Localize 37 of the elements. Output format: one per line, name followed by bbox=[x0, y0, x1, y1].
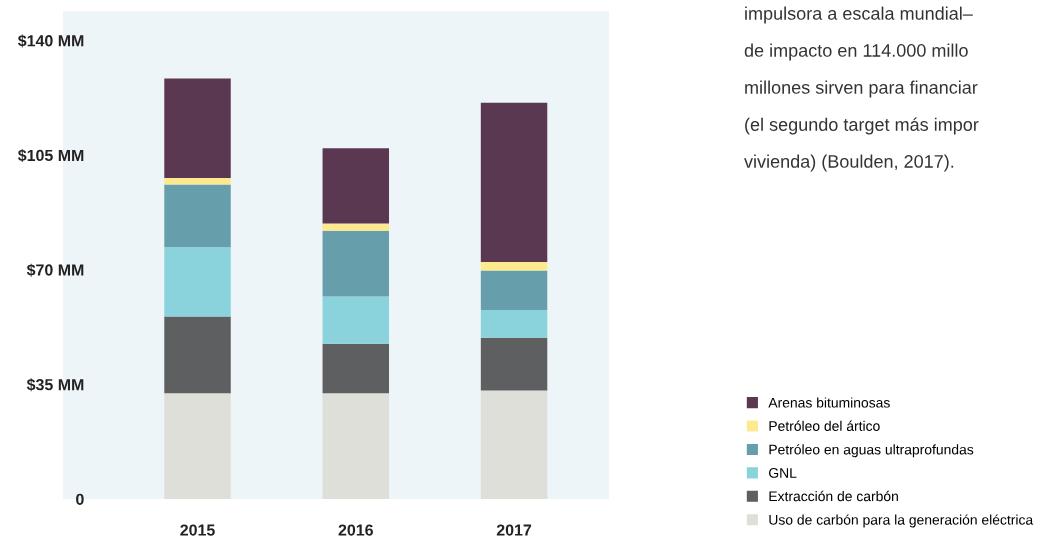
legend-label: Petróleo del ártico bbox=[769, 420, 880, 431]
bar bbox=[322, 296, 390, 344]
bar bbox=[480, 310, 548, 338]
bar bbox=[322, 148, 390, 224]
x-tick-label: 2016 bbox=[338, 524, 373, 536]
text: vivienda) (Boulden, 2017). bbox=[744, 154, 954, 172]
text: (el segundo target más impor bbox=[745, 117, 979, 135]
y-tick-label: 0 bbox=[76, 493, 84, 505]
text: millones sirven para financiar bbox=[745, 80, 978, 98]
bar bbox=[322, 393, 390, 499]
bar bbox=[164, 184, 231, 248]
bar bbox=[322, 223, 390, 231]
legend-label: Arenas bituminosas bbox=[768, 397, 890, 408]
bar bbox=[164, 78, 231, 179]
legend-label: GNL bbox=[769, 468, 797, 478]
legend-label: Petróleo en aguas ultraprofundas bbox=[769, 444, 974, 458]
y-tick-label: $140 MM bbox=[17, 34, 84, 48]
y-tick-label: $35 MM bbox=[26, 378, 84, 392]
x-tick-label: 2015 bbox=[180, 524, 215, 536]
bar bbox=[164, 178, 231, 185]
x-tick-label: 2017 bbox=[496, 524, 532, 536]
bar bbox=[480, 270, 548, 311]
bar bbox=[480, 261, 548, 271]
bar bbox=[480, 102, 548, 262]
legend-label: Extracción de carbón bbox=[769, 490, 898, 502]
legend-label: Uso de carbón para la generación eléctrica bbox=[769, 514, 1034, 528]
bar bbox=[164, 393, 231, 499]
bar bbox=[322, 230, 390, 297]
text: impulsora a escala mundial– bbox=[745, 6, 973, 24]
text: de impacto en 114.000 millo bbox=[744, 43, 968, 61]
bar bbox=[480, 390, 548, 499]
bar bbox=[164, 247, 231, 317]
bar bbox=[480, 337, 548, 391]
y-tick-label: $105 MM bbox=[17, 149, 84, 163]
bar bbox=[164, 316, 231, 394]
y-tick-label: $70 MM bbox=[26, 263, 84, 277]
bar bbox=[322, 343, 390, 394]
